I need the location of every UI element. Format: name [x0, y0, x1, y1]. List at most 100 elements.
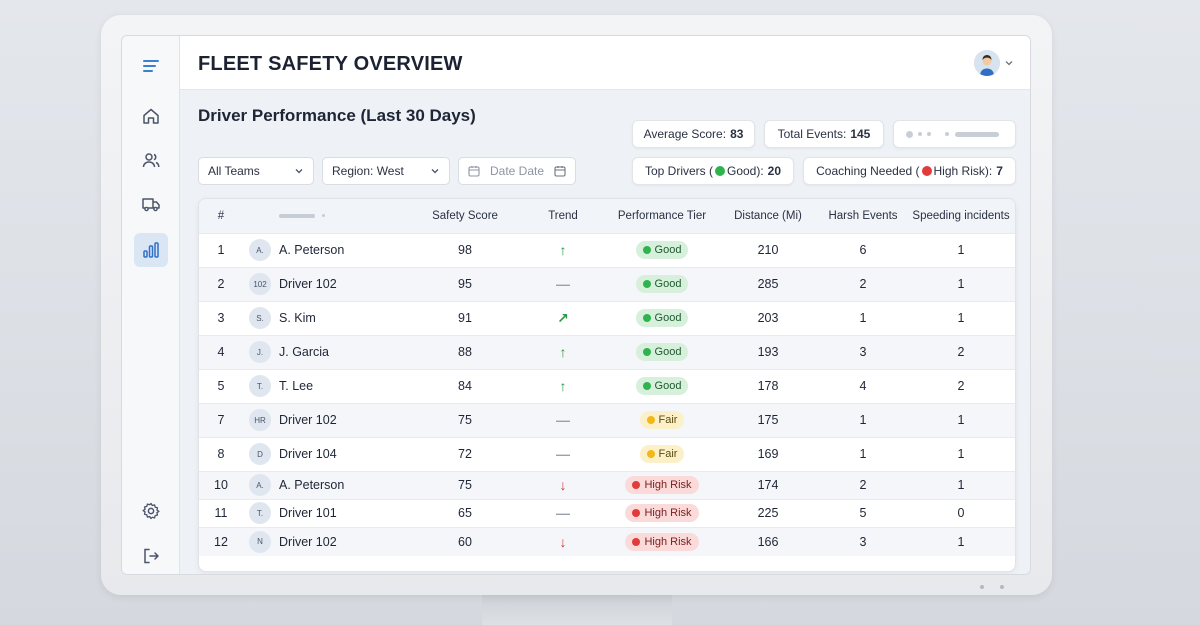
column-header-speeding-incidents[interactable]: Speeding incidents: [912, 209, 1010, 222]
avatar: T.: [249, 375, 271, 397]
driver-name[interactable]: Driver 101: [279, 506, 337, 520]
driver-name[interactable]: A. Peterson: [279, 478, 345, 492]
safety-score-cell: 60: [413, 526, 517, 556]
total-events-stat: Total Events: 145: [764, 120, 884, 148]
region-select-value: Region: West: [332, 164, 404, 178]
date-range-input[interactable]: Date Date: [458, 157, 576, 185]
table-row[interactable]: 4 J. J. Garcia 88 ↑ Good 193 3 2: [199, 334, 1015, 369]
avatar: A.: [249, 239, 271, 261]
avatar: A.: [249, 474, 271, 496]
placeholder-dot: [945, 132, 949, 136]
table-row[interactable]: 5 T. T. Lee 84 ↑ Good 178 4 2: [199, 368, 1015, 403]
driver-name[interactable]: S. Kim: [279, 311, 316, 325]
driver-name-group: T. T. Lee: [243, 375, 413, 397]
column-header-rank[interactable]: #: [217, 209, 225, 222]
harsh-events-cell: 1: [821, 436, 905, 471]
trend-cell: —: [517, 498, 609, 527]
driver-name[interactable]: Driver 102: [279, 413, 337, 427]
driver-name[interactable]: A. Peterson: [279, 243, 345, 257]
distance-cell: 166: [715, 526, 821, 556]
menu-icon[interactable]: [134, 49, 168, 83]
column-header-distance[interactable]: Distance (Mi): [734, 209, 802, 222]
tier-badge: Good: [635, 343, 689, 361]
user-menu[interactable]: [974, 50, 1014, 76]
driver-name[interactable]: T. Lee: [279, 379, 314, 393]
speeding-incidents-cell: 1: [905, 232, 1015, 267]
good-status-dot: [714, 166, 725, 176]
harsh-events-cell: 3: [821, 334, 905, 369]
table-header-row: # Safety Score Trend Performance Tier Di…: [199, 199, 1015, 233]
tier-label: Good: [654, 346, 682, 358]
truck-icon[interactable]: [134, 187, 168, 221]
driver-name[interactable]: Driver 102: [279, 534, 337, 549]
bar-chart-icon[interactable]: [134, 233, 168, 267]
distance-cell: 285: [715, 266, 821, 301]
monitor-frame: FLEET SAFETY OVERVIEW Driver Performance…: [101, 15, 1052, 595]
harsh-events-cell: 2: [821, 266, 905, 301]
tier-badge: Good: [635, 241, 689, 259]
rank-cell: 7: [199, 402, 243, 437]
tier-badge: Good: [635, 309, 689, 327]
table-row[interactable]: 3 S. S. Kim 91 ↗ Good 203 1 1: [199, 300, 1015, 335]
table-row[interactable]: 10 A. A. Peterson 75 ↓ High Risk 174 2 1: [199, 470, 1015, 499]
speeding-incidents-cell: 1: [905, 266, 1015, 301]
chevron-down-icon[interactable]: [1004, 58, 1014, 68]
gear-icon[interactable]: [134, 494, 168, 528]
coaching-value: 7: [996, 164, 1003, 178]
column-header-harsh-events[interactable]: Harsh Events: [828, 209, 898, 222]
table-row[interactable]: 8 D Driver 104 72— Fair 169 1 1: [199, 436, 1015, 471]
safety-score-cell: 88: [413, 334, 517, 369]
top-drivers-label-pre: Top Drivers (: [644, 164, 713, 178]
driver-name-group: 102 Driver 102: [243, 273, 413, 295]
total-events-label: Total Events:: [777, 127, 847, 141]
trend-up-icon: ↑: [559, 378, 567, 394]
performance-tier-cell: Good: [609, 368, 715, 403]
tier-badge: Fair: [639, 445, 685, 463]
table-row[interactable]: 2 102 Driver 102 95— Good 285 2 1: [199, 266, 1015, 301]
rank-cell: 3: [199, 300, 243, 335]
tier-badge: High Risk: [625, 532, 699, 551]
tier-label: Good: [654, 278, 682, 290]
column-header-performance-tier[interactable]: Performance Tier: [617, 209, 707, 222]
column-header-safety-score[interactable]: Safety Score: [432, 209, 498, 222]
distance-cell: 169: [715, 436, 821, 471]
avatar[interactable]: [974, 50, 1000, 76]
column-header-driver[interactable]: [243, 199, 413, 233]
trend-cell: ↑: [517, 232, 609, 267]
driver-name[interactable]: Driver 102: [279, 277, 337, 291]
tier-label: Fair: [658, 414, 678, 426]
placeholder-widget[interactable]: [893, 120, 1016, 148]
logout-icon[interactable]: [134, 539, 168, 573]
avatar: N: [249, 530, 271, 553]
home-icon[interactable]: [134, 99, 168, 133]
driver-name-group: S. S. Kim: [243, 307, 413, 329]
trend-up-icon: ↑: [559, 242, 567, 258]
table-row[interactable]: 12 N Driver 102 60 ↓ High Risk 166 3 1: [199, 526, 1015, 556]
table-row[interactable]: 11 T. Driver 101 65 — High Risk 225 5 0: [199, 498, 1015, 527]
table-row[interactable]: 7 HR Driver 102 75— Fair 175 1 1: [199, 402, 1015, 437]
table-row[interactable]: 1 A. A. Peterson 98 ↑ Good 210 6 1: [199, 232, 1015, 267]
driver-name[interactable]: J. Garcia: [279, 345, 330, 359]
trend-cell: ↗: [517, 300, 609, 335]
harsh-events-cell: 3: [821, 526, 905, 556]
trend-cell: ↑: [517, 334, 609, 369]
speeding-incidents-cell: 1: [905, 470, 1015, 499]
column-header-trend[interactable]: Trend: [548, 209, 578, 222]
placeholder-dot: [927, 132, 931, 136]
driver-name[interactable]: Driver 104: [279, 447, 337, 461]
high-risk-status-dot: [921, 166, 932, 176]
team-select[interactable]: All Teams: [198, 157, 314, 185]
rank-cell: 10: [199, 470, 243, 499]
tier-label: Good: [654, 312, 682, 324]
driver-cell: A. A. Peterson: [243, 232, 413, 267]
trend-down-icon: ↓: [559, 533, 567, 550]
driver-cell: J. J. Garcia: [243, 334, 413, 369]
driver-name-group: J. J. Garcia: [243, 341, 413, 363]
users-icon[interactable]: [134, 143, 168, 177]
rank-cell: 8: [199, 436, 243, 471]
avatar: T.: [249, 502, 271, 524]
average-score-value: 83: [730, 127, 744, 141]
harsh-events-cell: 5: [821, 498, 905, 527]
region-select[interactable]: Region: West: [322, 157, 450, 185]
distance-cell: 178: [715, 368, 821, 403]
